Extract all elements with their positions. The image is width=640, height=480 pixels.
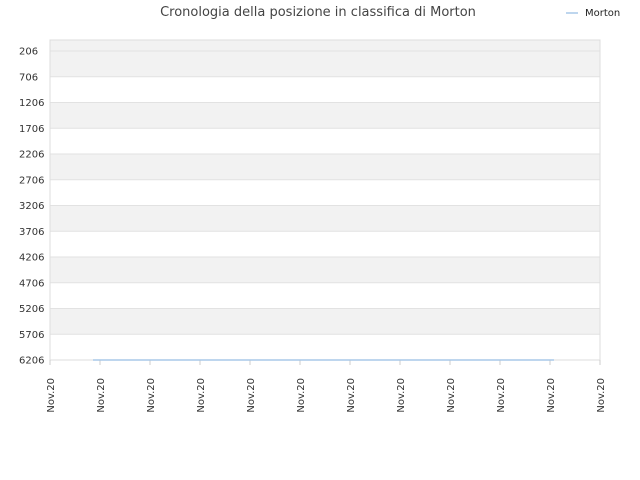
plot-band: [50, 257, 600, 283]
x-tick-label: Nov.20: [596, 378, 607, 413]
y-tick-label: 6206: [19, 356, 44, 367]
y-tick-label: 4206: [19, 253, 44, 264]
plot-band: [50, 102, 600, 129]
y-tick-label: 2206: [19, 150, 44, 161]
plot-band: [50, 205, 600, 232]
plot-band: [50, 154, 600, 180]
y-tick-label: 4706: [19, 278, 44, 289]
plot-band: [50, 51, 600, 77]
plot-band: [50, 179, 600, 206]
plot-band: [50, 334, 600, 360]
plot-band: [50, 282, 600, 309]
plot-band: [50, 76, 600, 103]
plot-band: [50, 231, 600, 257]
y-tick-label: 706: [19, 72, 38, 83]
x-tick-label: Nov.20: [496, 378, 507, 413]
plot-band: [50, 128, 600, 154]
y-tick-label: 1706: [19, 124, 44, 135]
y-tick-label: 3706: [19, 227, 44, 238]
x-tick-label: Nov.20: [346, 378, 357, 413]
x-tick-label: Nov.20: [246, 378, 257, 413]
y-tick-label: 2706: [19, 175, 44, 186]
legend: Morton: [566, 8, 620, 19]
x-tick-label: Nov.20: [446, 378, 457, 413]
plot-bands: [50, 40, 600, 360]
x-tick-label: Nov.20: [396, 378, 407, 413]
y-axis: 206 706 1206 1706 2206 2706 3206 3706 4206 4706 52…: [19, 47, 44, 367]
y-tick-label: 206: [19, 47, 38, 58]
y-tick-label: 5206: [19, 304, 44, 315]
chart-title: Cronologia della posizione in classifica…: [160, 5, 476, 20]
x-tick-label: Nov.20: [196, 378, 207, 413]
x-tick-label: Nov.20: [46, 378, 57, 413]
x-tick-label: Nov.20: [96, 378, 107, 413]
x-tick-label: Nov.20: [296, 378, 307, 413]
y-tick-label: 1206: [19, 98, 44, 109]
x-tick-label: Nov.20: [546, 378, 557, 413]
legend-label-morton: Morton: [585, 8, 620, 19]
y-tick-label: 3206: [19, 201, 44, 212]
y-tick-label: 5706: [19, 330, 44, 341]
x-axis: Nov.20 Nov.20 Nov.20 Nov.20 Nov.20 Nov.20 Nov.…: [46, 360, 607, 413]
plot-band-top: [50, 40, 600, 51]
x-tick-label: Nov.20: [146, 378, 157, 413]
plot-band: [50, 308, 600, 335]
